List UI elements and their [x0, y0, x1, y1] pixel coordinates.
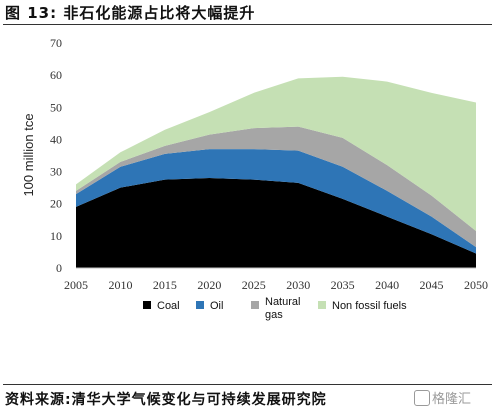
area-natural-gas — [76, 126, 476, 248]
source-note: 资料来源:清华大学气候变化与可持续发展研究院 — [5, 392, 327, 408]
y-tick-label: 50 — [50, 100, 62, 114]
y-tick-label: 40 — [50, 132, 62, 146]
x-tick-label: 2050 — [464, 278, 488, 292]
y-tick-label: 60 — [50, 68, 62, 82]
x-tick-label: 2025 — [242, 278, 266, 292]
x-tick-label: 2005 — [64, 278, 88, 292]
area-oil — [76, 149, 476, 254]
x-tick-label: 2010 — [108, 278, 132, 292]
source-divider — [3, 384, 492, 385]
y-tick-label: 20 — [50, 197, 62, 211]
area-coal — [76, 178, 476, 268]
y-tick-label: 10 — [50, 229, 62, 243]
legend-label-non-fossil-fuels: Non fossil fuels — [332, 300, 407, 312]
legend-label-coal: Coal — [157, 300, 180, 312]
legend-label-natural-gas: Natural gas — [265, 296, 300, 321]
x-tick-label: 2035 — [331, 278, 355, 292]
x-tick-label: 2020 — [197, 278, 221, 292]
series-areas — [76, 76, 476, 268]
watermark: 格隆汇 — [414, 388, 471, 407]
legend-swatch-coal — [143, 301, 151, 309]
y-tick-label: 0 — [56, 261, 62, 275]
x-tick-label: 2045 — [420, 278, 444, 292]
y-axis-label: 100 million tce — [21, 113, 36, 196]
area-non-fossil-fuels — [76, 76, 476, 232]
x-tick-label: 2030 — [286, 278, 310, 292]
watermark-logo-icon — [414, 390, 430, 406]
title-divider — [3, 24, 492, 25]
y-tick-label: 70 — [50, 36, 62, 50]
legend-swatch-non-fossil-fuels — [318, 301, 326, 309]
watermark-text: 格隆汇 — [432, 391, 472, 406]
y-tick-label: 30 — [50, 165, 62, 179]
legend: Coal Oil Natural gas Non fossil fuels — [143, 296, 407, 321]
legend-label-oil: Oil — [210, 300, 223, 312]
legend-swatch-oil — [196, 301, 204, 309]
legend-swatch-natural-gas — [251, 301, 259, 309]
x-tick-label: 2015 — [153, 278, 177, 292]
x-tick-label: 2040 — [375, 278, 399, 292]
figure-title: 图 13: 非石化能源占比将大幅提升 — [5, 4, 256, 22]
